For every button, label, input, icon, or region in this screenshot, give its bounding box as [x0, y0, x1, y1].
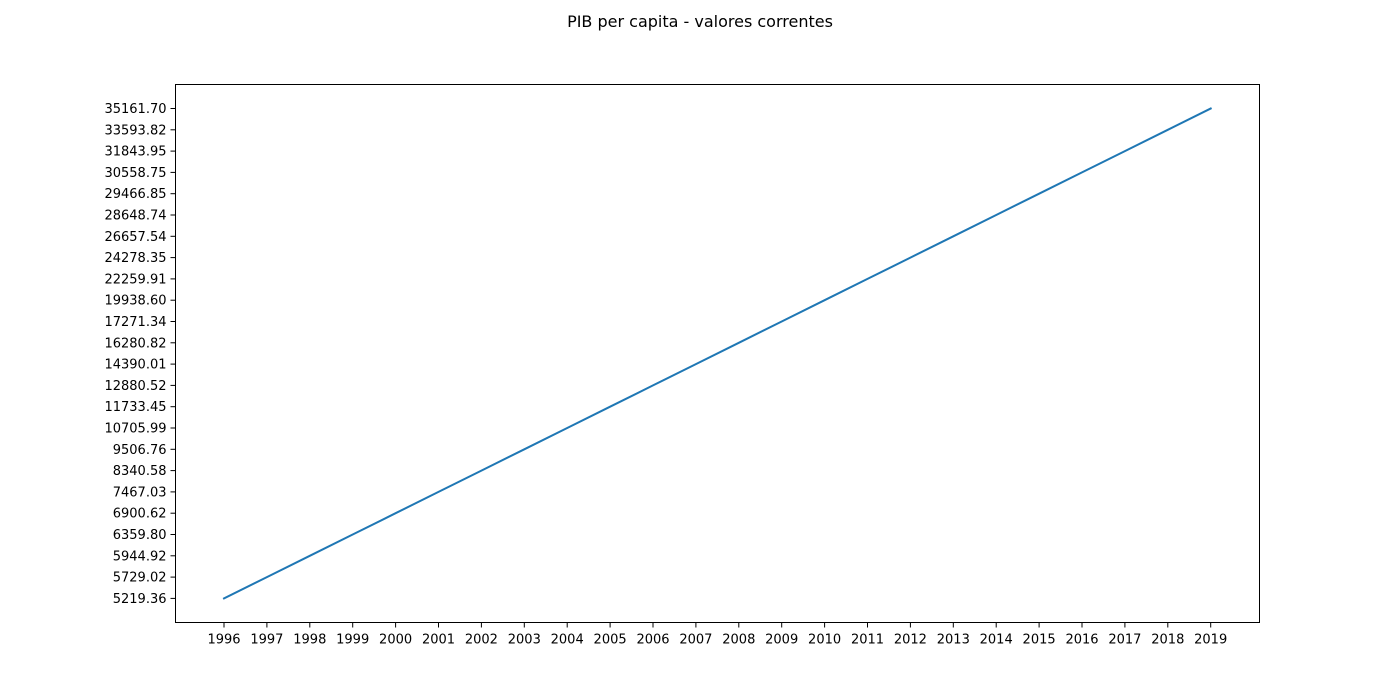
y-tick-label: 5944.92 — [113, 549, 167, 564]
x-tick-label: 2003 — [508, 633, 541, 648]
y-tick-label: 12880.52 — [104, 379, 166, 394]
x-tick-label: 2001 — [422, 633, 455, 648]
y-tick-label: 28648.74 — [104, 209, 166, 224]
y-tick-label: 26657.54 — [104, 230, 166, 245]
x-tick-label: 2017 — [1108, 633, 1141, 648]
y-tick-label: 5729.02 — [113, 571, 167, 586]
x-tick-label: 2007 — [679, 633, 712, 648]
y-tick-label: 11733.45 — [104, 400, 166, 415]
y-tick-label: 33593.82 — [104, 123, 166, 138]
y-tick-label: 9506.76 — [113, 443, 167, 458]
y-tick-label: 6359.80 — [113, 528, 167, 543]
y-tick-label: 8340.58 — [113, 464, 167, 479]
y-tick-label: 31843.95 — [104, 145, 166, 160]
y-tick-label: 30558.75 — [104, 166, 166, 181]
y-tick-label: 29466.85 — [104, 187, 166, 202]
series-line — [222, 107, 1213, 600]
x-tick-label: 2004 — [551, 633, 584, 648]
y-tick-label: 19938.60 — [104, 294, 166, 309]
x-tick-label: 1998 — [293, 633, 326, 648]
y-tick-label: 17271.34 — [104, 315, 166, 330]
chart-title: PIB per capita - valores correntes — [567, 12, 833, 31]
x-tick-label: 2010 — [808, 633, 841, 648]
x-tick-label: 2014 — [980, 633, 1013, 648]
y-tick-label: 24278.35 — [104, 251, 166, 266]
x-tick-label: 1996 — [207, 633, 240, 648]
x-tick-label: 2012 — [894, 633, 927, 648]
x-tick-label: 2016 — [1065, 633, 1098, 648]
y-axis: 5219.36 5729.02 5944.92 6359.80 6900.62 7467.… — [104, 102, 176, 607]
y-tick-label: 14390.01 — [104, 358, 166, 373]
y-tick-label: 22259.91 — [104, 272, 166, 287]
y-tick-label: 7467.03 — [113, 485, 167, 500]
x-tick-label: 1997 — [250, 633, 283, 648]
y-tick-label: 5219.36 — [113, 592, 167, 607]
y-tick-label: 10705.99 — [104, 422, 166, 437]
x-tick-label: 2000 — [379, 633, 412, 648]
x-tick-label: 1999 — [336, 633, 369, 648]
x-tick-label: 2002 — [465, 633, 498, 648]
series-layer — [222, 107, 1213, 600]
plot-area-frame — [175, 84, 1260, 623]
x-axis: 1996 1997 1998 1999 2000 2001 2002 2003 2004 2005… — [207, 622, 1227, 648]
x-tick-label: 2015 — [1023, 633, 1056, 648]
x-tick-label: 2006 — [636, 633, 669, 648]
y-tick-label: 6900.62 — [113, 507, 167, 522]
x-tick-label: 2013 — [937, 633, 970, 648]
x-tick-label: 2008 — [722, 633, 755, 648]
x-tick-label: 2009 — [765, 633, 798, 648]
x-tick-label: 2019 — [1194, 633, 1227, 648]
x-tick-label: 2018 — [1151, 633, 1184, 648]
x-tick-label: 2011 — [851, 633, 884, 648]
y-tick-label: 35161.70 — [104, 102, 166, 117]
y-tick-label: 16280.82 — [104, 336, 166, 351]
x-tick-label: 2005 — [594, 633, 627, 648]
